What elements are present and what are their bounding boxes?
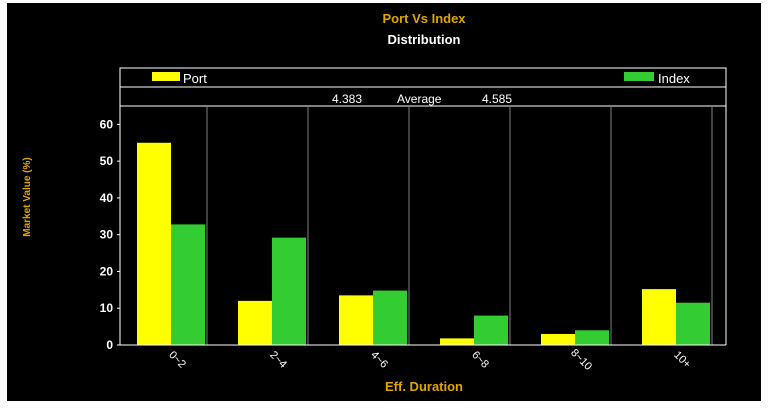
x-axis-label: Eff. Duration — [385, 379, 463, 394]
x-tick-label: 10+ — [671, 349, 693, 371]
legend-port-swatch — [152, 72, 180, 81]
x-tick-label: 0~2 — [166, 349, 188, 371]
average-label: Average — [397, 92, 442, 106]
legend-index-swatch — [624, 72, 654, 81]
bar-port-1 — [238, 300, 272, 345]
x-tick-label: 8~10 — [568, 347, 594, 373]
y-tick-label: 10 — [100, 301, 114, 315]
bar-port-2 — [339, 295, 373, 345]
average-box — [119, 86, 727, 107]
legend-port-label: Port — [183, 71, 207, 86]
plot-area: 0~2 2~4 4~6 6~8 8~10 10+ 0 10 20 30 40 50 60 — [100, 106, 727, 373]
legend-index-label: Index — [658, 71, 690, 86]
bar-port-4 — [541, 333, 575, 345]
average-port-value: 4.383 — [332, 92, 362, 106]
average-row: 4.383 Average 4.585 — [119, 86, 727, 107]
bar-index-2 — [373, 290, 407, 345]
bar-index-4 — [575, 330, 609, 345]
bar-index-5 — [676, 302, 710, 345]
average-index-value: 4.585 — [482, 92, 512, 106]
chart-subtitle: Distribution — [388, 32, 461, 47]
bar-port-5 — [642, 289, 676, 345]
y-axis-label: Market Value (%) — [22, 157, 33, 236]
legend: Port Index — [119, 67, 727, 88]
bar-index-0 — [171, 224, 205, 345]
y-tick-label: 60 — [100, 117, 114, 131]
y-tick-label: 0 — [106, 338, 113, 352]
bar-port-3 — [440, 338, 474, 345]
y-tick-label: 30 — [100, 228, 114, 242]
bar-index-1 — [272, 237, 306, 345]
x-tick-label: 2~4 — [267, 349, 289, 371]
y-tick-label: 40 — [100, 191, 114, 205]
x-tick-label: 6~8 — [469, 349, 491, 371]
chart-title: Port Vs Index — [382, 11, 466, 26]
bar-port-0 — [137, 142, 171, 345]
y-tick-label: 20 — [100, 264, 114, 278]
bar-index-3 — [474, 315, 508, 345]
y-tick-label: 50 — [100, 154, 114, 168]
x-tick-label: 4~6 — [368, 349, 390, 371]
